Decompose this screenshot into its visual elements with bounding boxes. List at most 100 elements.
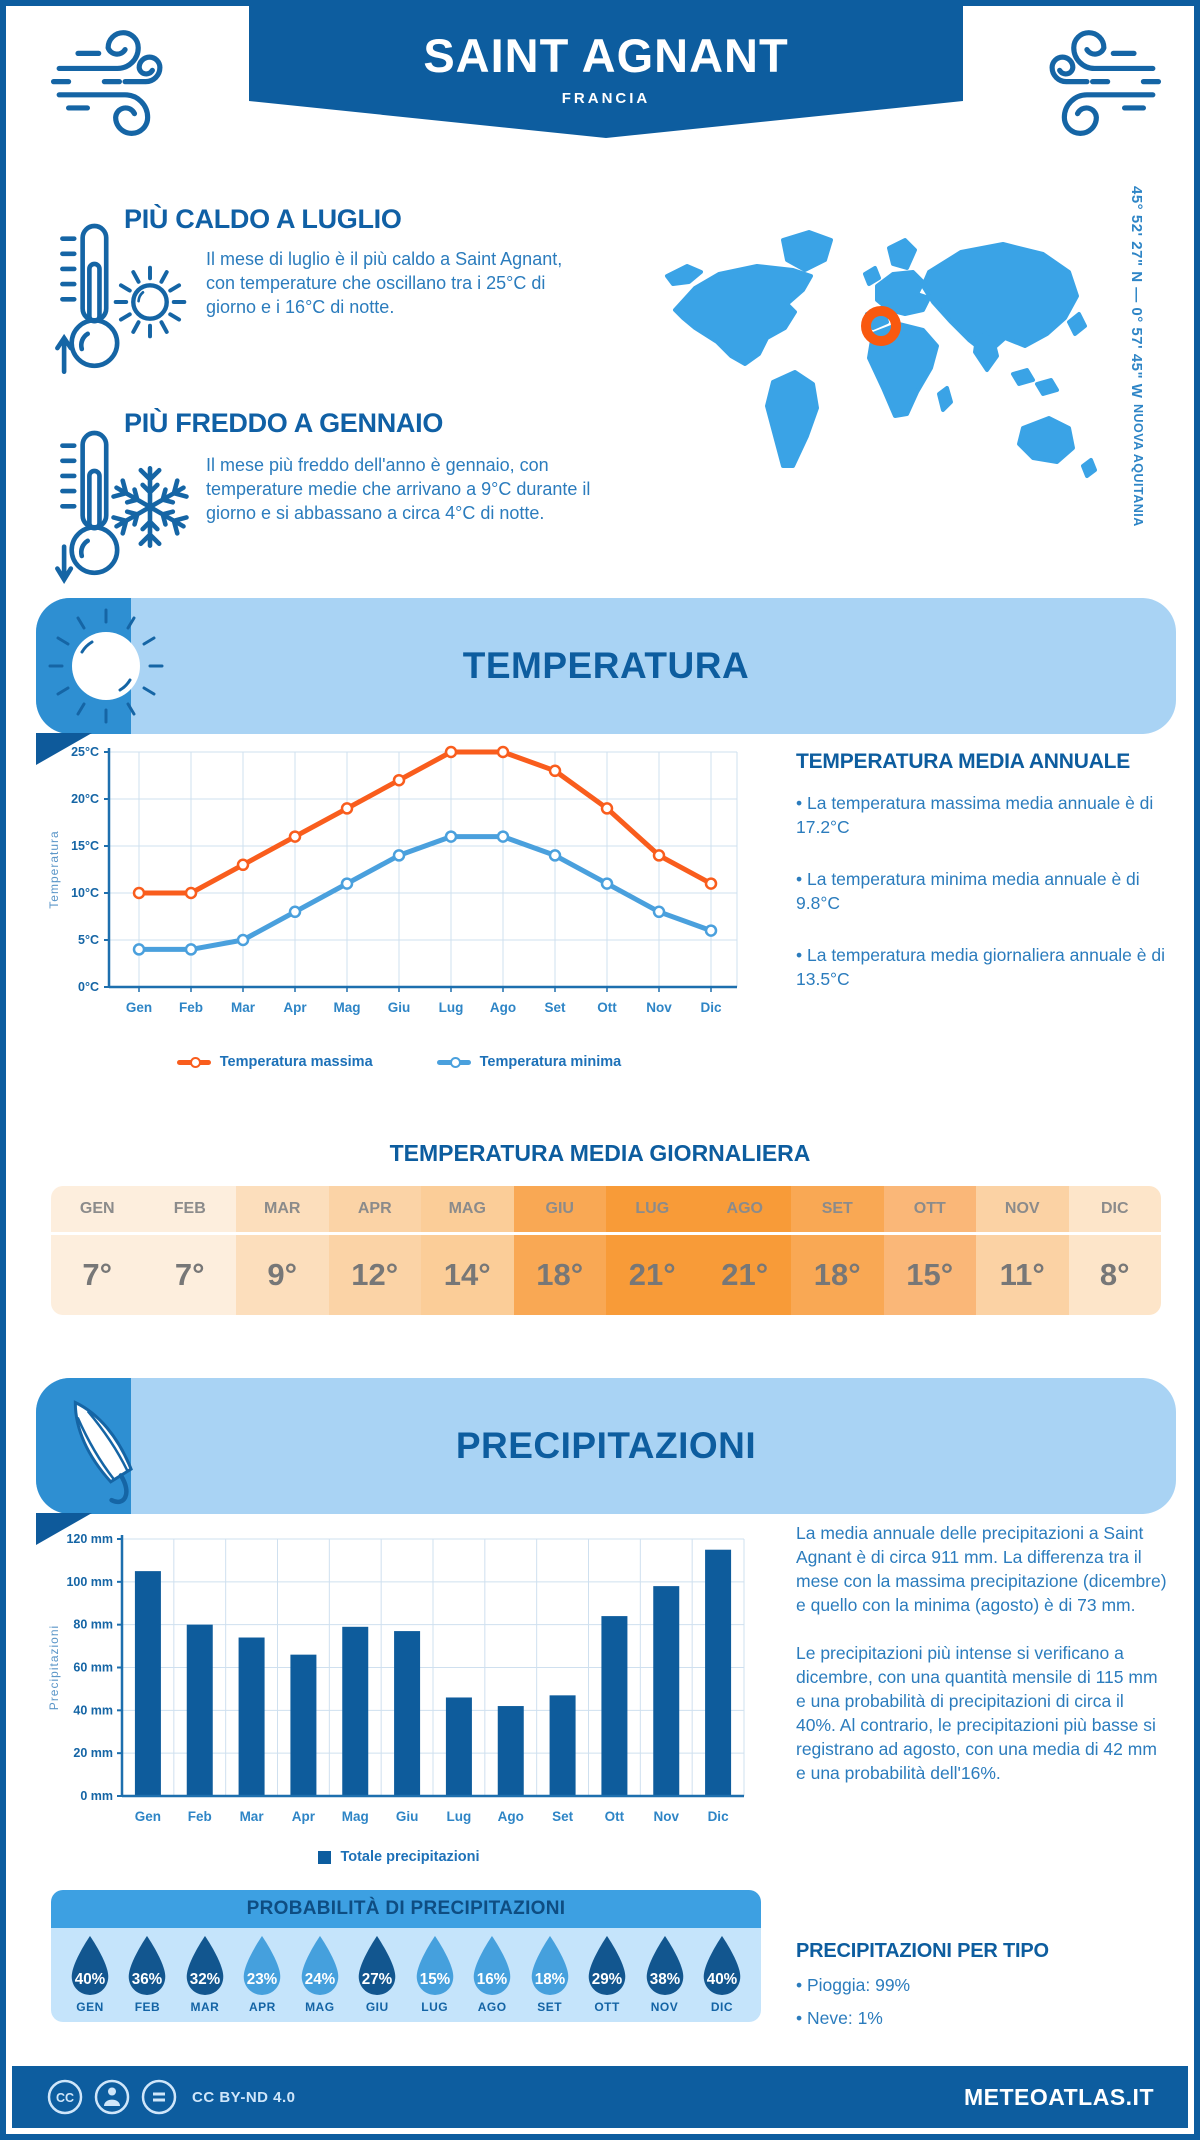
wind-swirl-icon (46, 26, 206, 141)
svg-text:Giu: Giu (396, 1809, 419, 1824)
location-coordinates: 45° 52' 27" N — 0° 57' 45" W NUOVA AQUIT… (1128, 186, 1145, 606)
temperature-line-chart: 0°C 5°C 10°C 15°C 20°C 25°C Gen Feb Mar Apr Mag Giu… (44, 742, 754, 1044)
table-value-cell: 21° (698, 1235, 791, 1315)
table-value-cell: 9° (236, 1235, 329, 1315)
probability-drop: 38% NOV (638, 1933, 692, 2022)
drop-month-label: APR (248, 2000, 276, 2014)
table-column: APR 12° (328, 1186, 421, 1315)
table-value-cell: 8° (1068, 1235, 1161, 1315)
annual-temperature-title: TEMPERATURA MEDIA ANNUALE (796, 750, 1131, 773)
svg-text:Apr: Apr (283, 1000, 307, 1015)
probability-drops: 40% GEN 36% FEB 32% MAR 23% APR (51, 1928, 761, 2022)
probability-drop: 27% GIU (350, 1933, 404, 2022)
probability-drop: 24% MAG (293, 1933, 347, 2022)
svg-text:40%: 40% (75, 1971, 106, 1988)
probability-drop: 29% OTT (580, 1933, 634, 2022)
svg-text:Apr: Apr (292, 1809, 316, 1824)
annual-temperature-bullets: • La temperatura massima media annuale è… (796, 750, 1168, 992)
water-drop-icon: 23% (244, 1936, 281, 1995)
license-icons: CC (46, 2078, 178, 2116)
table-month-cell: SET (791, 1186, 884, 1235)
wind-swirl-icon (1006, 26, 1166, 141)
world-map (661, 214, 1111, 514)
table-month-cell: GIU (513, 1186, 606, 1235)
svg-text:Dic: Dic (708, 1809, 730, 1824)
svg-text:80 mm: 80 mm (73, 1618, 113, 1632)
svg-text:32%: 32% (190, 1971, 221, 1988)
table-month-cell: LUG (606, 1186, 699, 1235)
table-value-cell: 11° (976, 1235, 1069, 1315)
svg-text:120 mm: 120 mm (66, 1532, 113, 1546)
svg-text:Mar: Mar (240, 1809, 265, 1824)
table-month-cell: MAG (421, 1186, 514, 1235)
table-value-cell: 7° (51, 1235, 144, 1315)
svg-text:Gen: Gen (135, 1809, 161, 1824)
svg-text:Lug: Lug (439, 1000, 464, 1015)
precipitation-bar-chart: 0 mm 20 mm 40 mm 60 mm 80 mm 100 mm 120 mm Gen F… (44, 1524, 754, 1848)
probability-drop: 36% FEB (120, 1933, 174, 2022)
legend-label: Totale precipitazioni (340, 1849, 480, 1865)
svg-text:0 mm: 0 mm (80, 1789, 113, 1803)
water-drop-icon: 29% (588, 1936, 626, 1995)
svg-text:Giu: Giu (388, 1000, 411, 1015)
daily-temperature-title: TEMPERATURA MEDIA GIORNALIERA (389, 1140, 811, 1166)
thermometer-up-icon (54, 209, 134, 387)
precipitation-chart-legend: Totale precipitazioni (44, 1849, 754, 1865)
precipitation-section-title: PRECIPITAZIONI (455, 1425, 757, 1466)
type-bullet: • Neve: 1% (796, 2007, 883, 2028)
svg-text:Nov: Nov (653, 1809, 679, 1824)
hot-month-text: Il mese di luglio è il più caldo a Saint… (206, 249, 563, 317)
site-name: METEOATLAS.IT (963, 2083, 1154, 2110)
annual-bullet: • La temperatura media giornaliera annua… (796, 944, 1165, 989)
table-month-cell: FEB (143, 1186, 236, 1235)
drop-month-label: FEB (134, 2000, 161, 2014)
table-column: MAR 9° (236, 1186, 329, 1315)
table-column: DIC 8° (1068, 1186, 1161, 1315)
water-drop-icon: 38% (646, 1936, 683, 1995)
license-label: CC BY-ND 4.0 (192, 2088, 296, 2106)
precipitation-probability-panel: PROBABILITÀ DI PRECIPITAZIONI 40% GEN 36… (51, 1890, 761, 2022)
cold-month-title: PIÙ FREDDO A GENNAIO (124, 408, 444, 438)
precipitation-types-list: • Pioggia: 99% • Neve: 1% (796, 1974, 1156, 2031)
probability-drop: 15% LUG (408, 1933, 462, 2022)
probability-drop: 16% AGO (465, 1933, 519, 2022)
hot-month-title: PIÙ CALDO A LUGLIO (124, 204, 402, 234)
probability-drop: 40% DIC (695, 1933, 749, 2022)
svg-text:Mag: Mag (334, 1000, 361, 1015)
svg-text:16%: 16% (477, 1971, 508, 1988)
table-value-cell: 7° (143, 1235, 236, 1315)
table-month-cell: GEN (51, 1186, 144, 1235)
table-value-cell: 14° (421, 1235, 514, 1315)
water-drop-icon: 32% (186, 1936, 224, 1995)
table-column: FEB 7° (143, 1186, 236, 1315)
temperature-section-title: TEMPERATURA (462, 645, 750, 686)
table-month-cell: AGO (698, 1186, 791, 1235)
svg-text:60 mm: 60 mm (73, 1661, 113, 1675)
table-value-cell: 12° (328, 1235, 421, 1315)
location-marker-icon (861, 306, 901, 346)
svg-text:0°C: 0°C (78, 980, 99, 994)
probability-drop: 18% SET (523, 1933, 577, 2022)
svg-text:38%: 38% (649, 1971, 680, 1988)
table-column: GEN 7° (51, 1186, 144, 1315)
table-column: LUG 21° (606, 1186, 699, 1315)
water-drop-icon: 24% (301, 1936, 339, 1995)
thermometer-down-icon (54, 416, 134, 594)
umbrella-icon (40, 1380, 170, 1520)
table-month-cell: NOV (976, 1186, 1069, 1235)
table-column: SET 18° (791, 1186, 884, 1315)
table-value-cell: 21° (606, 1235, 699, 1315)
table-month-cell: MAR (236, 1186, 329, 1235)
drop-month-label: GIU (365, 2000, 389, 2014)
drop-month-label: LUG (421, 2000, 449, 2014)
svg-text:Ott: Ott (605, 1809, 625, 1824)
snowflake-icon (104, 461, 196, 553)
water-drop-icon: 36% (129, 1936, 166, 1995)
drop-month-label: SET (537, 2000, 563, 2014)
svg-text:Ago: Ago (498, 1809, 524, 1824)
svg-text:Feb: Feb (179, 1000, 203, 1015)
svg-text:Dic: Dic (700, 1000, 722, 1015)
water-drop-icon: 27% (358, 1936, 396, 1995)
precipitation-types-title: PRECIPITAZIONI PER TIPO (796, 1940, 1049, 1962)
